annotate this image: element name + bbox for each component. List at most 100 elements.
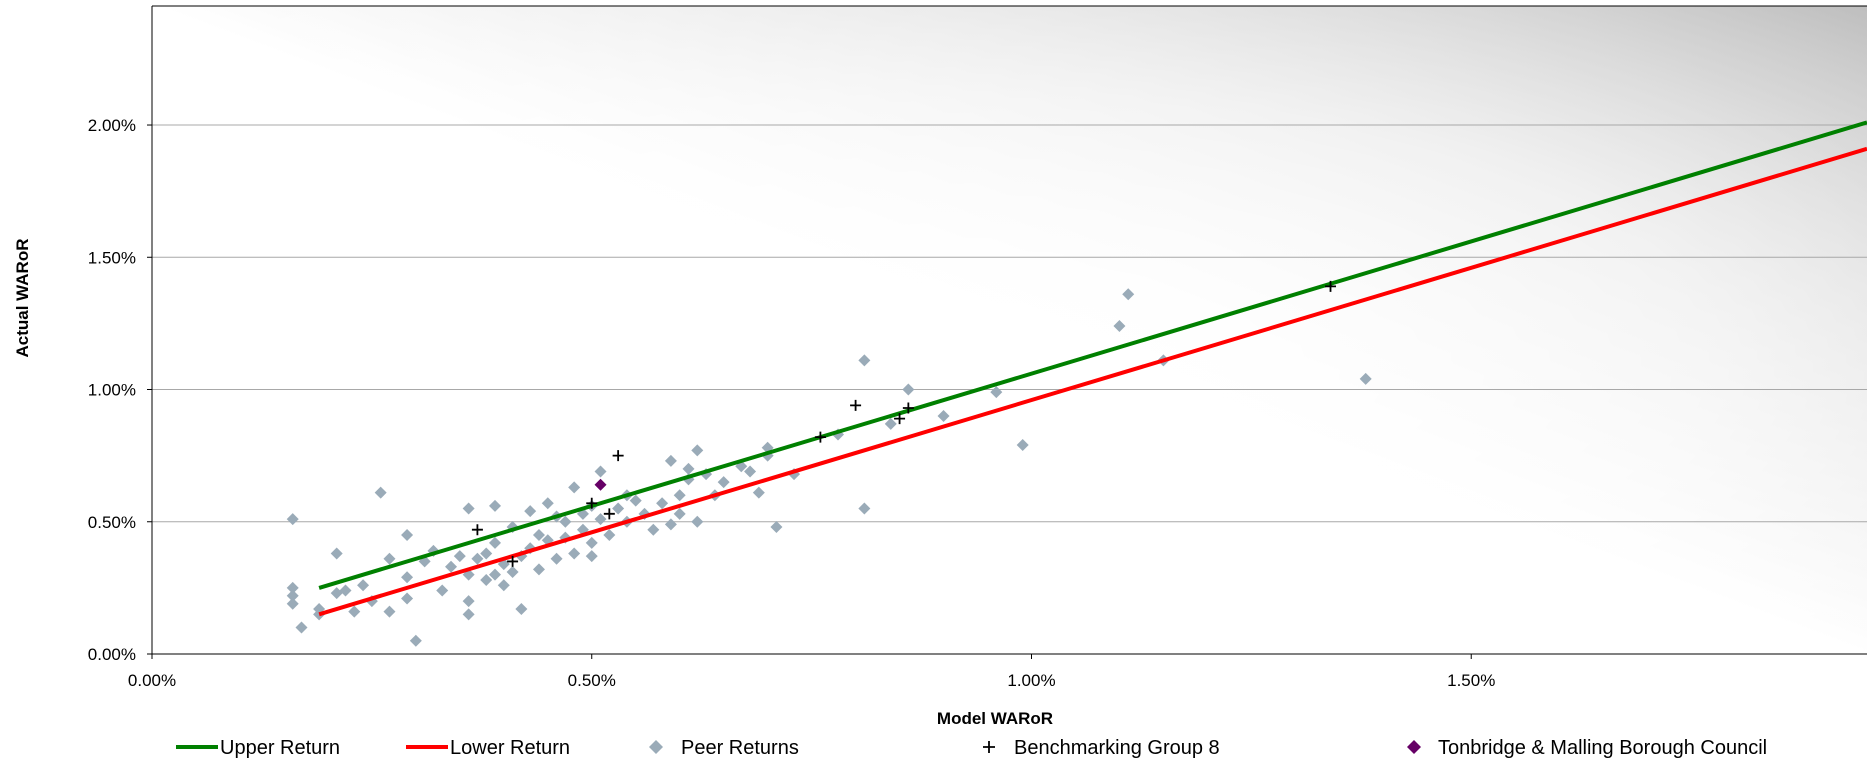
point-peer-returns-30 — [480, 547, 493, 560]
point-peer-returns-90 — [902, 383, 915, 396]
legend-label-upper-return: Upper Return — [220, 737, 340, 759]
point-peer-returns-1 — [286, 581, 299, 594]
x-tick-label-0: 0.00% — [128, 671, 176, 690]
point-peer-returns-78 — [717, 476, 730, 489]
series-upper-return — [318, 120, 1867, 590]
point-peer-returns-7 — [330, 547, 343, 560]
point-peer-returns-74 — [691, 515, 704, 528]
point-benchmarking-group-8-3 — [603, 508, 615, 520]
point-peer-returns-91 — [937, 409, 950, 422]
series-lower-return — [318, 146, 1867, 617]
point-peer-returns-23 — [445, 560, 458, 573]
x-tick-label-2: 1.00% — [1007, 671, 1055, 690]
x-axis-title: Model WARoR — [937, 709, 1053, 728]
x-axis-ticks: 0.00% 0.50% 1.00% 1.50% — [128, 654, 1495, 690]
point-peer-returns-93 — [1016, 439, 1029, 452]
point-peer-returns-60 — [603, 528, 616, 541]
legend-marker-tonbridge-malling — [1407, 740, 1421, 754]
point-benchmarking-group-8-5 — [814, 431, 826, 443]
point-benchmarking-group-8-7 — [894, 413, 906, 425]
point-peer-returns-87 — [858, 502, 871, 515]
point-peer-returns-45 — [541, 497, 554, 510]
legend-label-tonbridge-malling: Tonbridge & Malling Borough Council — [1438, 737, 1767, 759]
point-peer-returns-37 — [506, 566, 519, 579]
point-peer-returns-22 — [436, 584, 449, 597]
point-peer-returns-53 — [576, 507, 589, 520]
legend-item-tonbridge-malling: Tonbridge & Malling Borough Council — [1407, 737, 1767, 759]
point-peer-returns-29 — [471, 552, 484, 565]
series-benchmarking-group-8 — [471, 280, 1337, 567]
series-tonbridge-malling-borough-council — [594, 478, 607, 491]
point-peer-returns-72 — [682, 462, 695, 475]
point-peer-returns-58 — [594, 465, 607, 478]
legend-label-benchmarking-group-8: Benchmarking Group 8 — [1014, 737, 1220, 759]
point-peer-returns-3 — [286, 597, 299, 610]
point-peer-returns-89 — [884, 417, 897, 430]
y-axis-title: Actual WARoR — [13, 239, 32, 358]
point-peer-returns-8 — [330, 587, 343, 600]
legend-label-lower-return: Lower Return — [450, 737, 570, 759]
point-peer-returns-66 — [647, 523, 660, 536]
point-peer-returns-68 — [664, 454, 677, 467]
point-benchmarking-group-8-9 — [1325, 280, 1337, 292]
point-peer-returns-0 — [286, 513, 299, 526]
point-peer-returns-81 — [752, 486, 765, 499]
point-peer-returns-41 — [524, 505, 537, 518]
point-benchmarking-group-8-2 — [586, 497, 598, 509]
y-tick-label-1: 0.50% — [88, 513, 136, 532]
plot-area-glow — [152, 6, 1867, 654]
point-peer-returns-2 — [286, 589, 299, 602]
point-peer-returns-13 — [374, 486, 387, 499]
y-axis-ticks: 0.00% 0.50% 1.00% 1.50% 2.00% — [88, 116, 152, 664]
point-peer-returns-33 — [489, 536, 501, 549]
point-benchmarking-group-8-6 — [850, 399, 862, 411]
legend-marker-peer-returns — [649, 740, 663, 754]
point-peer-returns-67 — [656, 497, 669, 510]
y-tick-label-2: 1.00% — [88, 381, 136, 400]
point-peer-returns-43 — [532, 563, 545, 576]
point-peer-returns-9 — [339, 584, 352, 597]
series-layer — [286, 120, 1867, 647]
point-peer-returns-17 — [401, 571, 414, 584]
point-peer-returns-10 — [348, 605, 361, 618]
point-peer-returns-55 — [585, 536, 598, 549]
legend-item-lower-return: Lower Return — [406, 737, 570, 759]
point-peer-returns-24 — [453, 550, 466, 563]
point-tonbridge-malling-borough-council-0 — [594, 478, 607, 491]
point-peer-returns-34 — [489, 568, 501, 581]
point-peer-returns-16 — [401, 528, 414, 541]
legend: Upper Return Lower Return Peer Returns B… — [176, 737, 1767, 759]
line-lower-return — [318, 146, 1867, 617]
point-peer-returns-97 — [1359, 372, 1372, 385]
legend-label-peer-returns: Peer Returns — [681, 737, 799, 759]
line-upper-return — [318, 120, 1867, 590]
point-peer-returns-44 — [532, 528, 545, 541]
point-peer-returns-4 — [295, 621, 308, 634]
point-peer-returns-27 — [462, 595, 475, 608]
y-tick-label-3: 1.50% — [88, 248, 136, 267]
point-peer-returns-14 — [383, 552, 396, 565]
point-peer-returns-70 — [673, 507, 686, 520]
gridlines — [152, 124, 1867, 523]
point-peer-returns-47 — [550, 552, 563, 565]
point-peer-returns-31 — [480, 573, 493, 586]
point-peer-returns-64 — [629, 494, 642, 507]
point-peer-returns-88 — [858, 354, 871, 367]
point-peer-returns-19 — [409, 634, 422, 647]
point-peer-returns-84 — [770, 521, 783, 534]
point-peer-returns-15 — [383, 605, 396, 618]
point-peer-returns-71 — [673, 489, 686, 502]
point-peer-returns-80 — [744, 465, 757, 478]
legend-item-benchmarking-group-8: Benchmarking Group 8 — [983, 737, 1220, 759]
point-peer-returns-49 — [559, 515, 572, 528]
y-tick-label-0: 0.00% — [88, 645, 136, 664]
point-peer-returns-92 — [990, 386, 1003, 399]
point-benchmarking-group-8-0 — [471, 524, 483, 536]
legend-item-peer-returns: Peer Returns — [649, 737, 799, 759]
point-peer-returns-52 — [568, 547, 581, 560]
series-peer-returns — [286, 288, 1372, 647]
point-peer-returns-57 — [585, 550, 598, 563]
point-benchmarking-group-8-4 — [612, 450, 624, 462]
point-peer-returns-35 — [497, 579, 510, 592]
point-peer-returns-59 — [594, 513, 607, 526]
